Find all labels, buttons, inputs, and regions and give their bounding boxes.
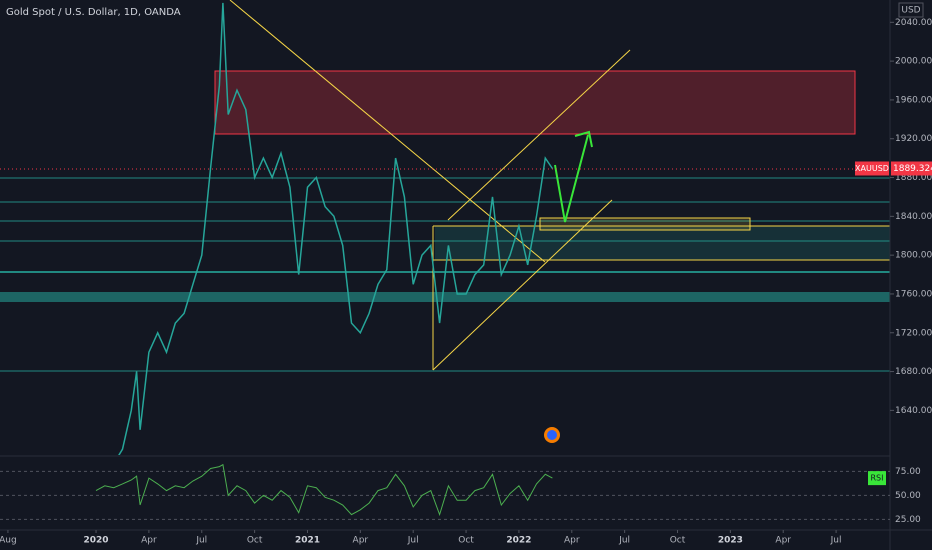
x-tick-label: Apr — [353, 536, 369, 546]
x-tick-label: Jul — [407, 536, 419, 546]
support-band — [0, 292, 890, 302]
x-tick-label: Apr — [775, 536, 791, 546]
x-tick-label: 2021 — [295, 536, 320, 546]
projection-arrow — [554, 134, 589, 223]
rsi-badge — [868, 471, 886, 486]
symbol-badge — [855, 161, 889, 176]
y-tick-label: 1720.00 — [895, 328, 932, 338]
y-tick-label: 1960.00 — [895, 95, 932, 105]
y-tick-label: 1680.00 — [895, 367, 932, 377]
trend-line — [432, 199, 613, 371]
y-tick-label: 2040.00 — [895, 18, 932, 28]
drawings — [0, 0, 890, 443]
y-tick-label: 1920.00 — [895, 134, 932, 144]
y-tick-label: 1880.00 — [895, 173, 932, 183]
x-tick-label: 2022 — [506, 536, 531, 546]
rsi-tick-label: 25.00 — [895, 515, 921, 525]
rsi-line — [95, 463, 553, 517]
y-tick-label: 1640.00 — [895, 406, 932, 416]
y-tick-label: 1760.00 — [895, 289, 932, 299]
x-tick-label: Apr — [564, 536, 580, 546]
resistance-zone — [214, 70, 856, 135]
price-line-series — [118, 2, 554, 455]
x-tick-label: Apr — [141, 536, 157, 546]
x-tick-label: 2020 — [83, 536, 108, 546]
currency-box[interactable] — [898, 2, 924, 18]
x-tick-label: Oct — [670, 536, 686, 546]
x-tick-label: Oct — [247, 536, 263, 546]
x-tick-label: Jul — [618, 536, 630, 546]
symbol-label: XAUUSD — [855, 164, 889, 173]
arrow-head — [574, 130, 593, 148]
x-tick-label: Jul — [195, 536, 207, 546]
rsi-tick-label: 75.00 — [895, 467, 921, 477]
support-zone — [435, 226, 890, 260]
trend-line — [447, 49, 631, 221]
chart-title: Gold Spot / U.S. Dollar, 1D, OANDA — [6, 7, 181, 18]
trend-line — [229, 0, 546, 263]
y-tick-label: 2000.00 — [895, 57, 932, 67]
event-icon-inner — [547, 430, 557, 440]
rsi-tick-label: 50.00 — [895, 491, 921, 501]
currency: USD — [901, 6, 920, 16]
x-tick-label: 2023 — [718, 536, 743, 546]
x-tick-label: Jul — [830, 536, 842, 546]
y-tick-label: 1800.00 — [895, 251, 932, 261]
x-tick-label: Aug — [0, 536, 17, 546]
price-badge — [891, 161, 932, 176]
price-label: 1889.324 — [893, 164, 932, 174]
y-tick-label: 1840.00 — [895, 212, 932, 222]
rsi-label: RSI — [871, 474, 884, 483]
x-tick-label: Oct — [458, 536, 474, 546]
yellow-box — [539, 217, 751, 231]
